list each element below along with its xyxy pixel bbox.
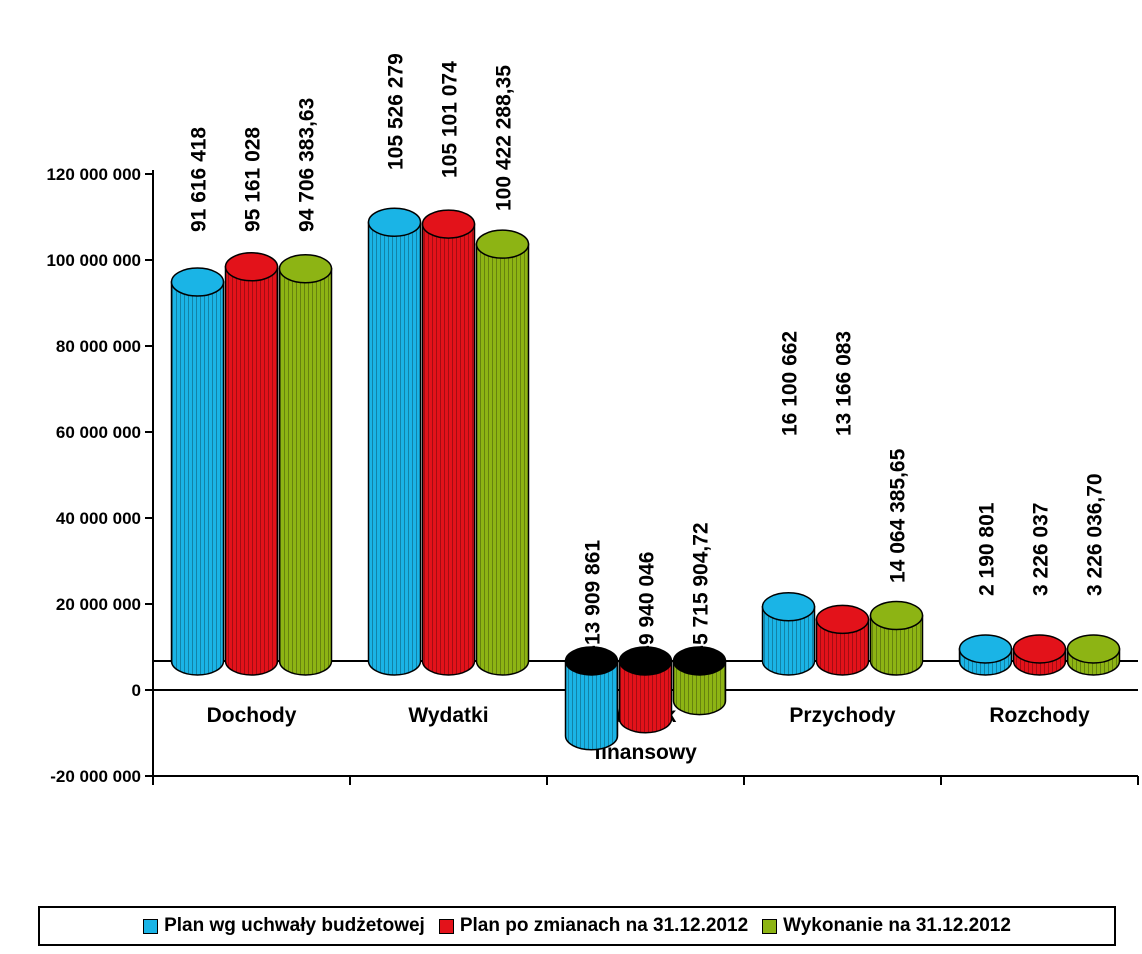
- data-labels: 91 616 418 95 161 028 94 706 383,63 105 526…: [188, 53, 1107, 652]
- bar-top: [618, 646, 673, 676]
- y-tick-label: 120 000 000: [46, 165, 141, 184]
- bar: [815, 604, 870, 676]
- bar-top: [815, 604, 870, 635]
- bar: [761, 592, 816, 676]
- category-label: Dochody: [207, 704, 297, 727]
- legend-item-wykonanie: Wykonanie na 31.12.2012: [762, 915, 1011, 937]
- legend-item-plan-po-zmianach: Plan po zmianach na 31.12.2012: [438, 915, 749, 937]
- data-label: 94 706 383,63: [296, 98, 319, 232]
- bar: [224, 252, 279, 676]
- y-tick-label: 100 000 000: [46, 251, 141, 270]
- bar-top: [475, 229, 530, 259]
- legend-label: Plan wg uchwały budżetowej: [164, 915, 425, 936]
- bar-top: [1012, 634, 1067, 664]
- bar-top: [367, 207, 422, 237]
- y-tick-labels: -20 000 000 0 20 000 000 40 000 000 60 000 0…: [46, 165, 141, 786]
- bar-body: [672, 660, 727, 716]
- legend-label: Plan po zmianach na 31.12.2012: [459, 915, 749, 936]
- legend-swatch: [143, 918, 159, 934]
- data-label: 91 616 418: [188, 127, 211, 232]
- bar: [1066, 634, 1121, 676]
- bar: [672, 646, 727, 716]
- bar: [475, 229, 530, 676]
- bar-body: [224, 266, 279, 676]
- data-label: 3 226 036,70: [1084, 473, 1107, 596]
- category-label: Rozchody: [989, 704, 1090, 727]
- bar: [869, 600, 924, 676]
- category-label: finansowy: [594, 741, 697, 764]
- bar: [618, 646, 673, 734]
- legend-swatch: [438, 918, 454, 934]
- data-label: 105 526 279: [385, 53, 408, 170]
- bar-series: [170, 207, 1121, 751]
- data-label: -13 909 861: [582, 540, 605, 652]
- bar-body: [815, 618, 870, 676]
- data-label: 14 064 385,65: [887, 448, 910, 583]
- bar: [958, 634, 1013, 676]
- bar: [421, 209, 476, 676]
- y-tick-label: 20 000 000: [56, 595, 141, 614]
- data-label: 16 100 662: [779, 331, 802, 436]
- bar-top: [170, 267, 225, 297]
- bar-top: [224, 252, 279, 282]
- legend: Plan wg uchwały budżetowej Plan po zmian…: [38, 906, 1116, 946]
- bar: [564, 646, 619, 751]
- y-tick-label: 60 000 000: [56, 423, 141, 442]
- bar-body: [869, 614, 924, 676]
- data-label: 2 190 801: [976, 502, 999, 596]
- bar: [170, 267, 225, 676]
- bar-top: [672, 646, 727, 676]
- bar-body: [564, 660, 619, 751]
- category-label: Przychody: [789, 704, 896, 727]
- y-tick-label: 40 000 000: [56, 509, 141, 528]
- legend-label: Wykonanie na 31.12.2012: [783, 915, 1011, 936]
- y-tick-label: 80 000 000: [56, 337, 141, 356]
- category-label: Wydatki: [408, 704, 488, 727]
- legend-item-plan-uchwala: Plan wg uchwały budżetowej: [143, 915, 425, 937]
- y-tick-label: -20 000 000: [50, 767, 141, 786]
- bar-top: [958, 634, 1013, 664]
- bar-body: [170, 281, 225, 676]
- bar-body: [761, 606, 816, 676]
- bar-top: [564, 646, 619, 676]
- bar: [367, 207, 422, 676]
- bar-chart: -20 000 000 0 20 000 000 40 000 000 60 000 0…: [46, 53, 1139, 786]
- bar-body: [475, 243, 530, 676]
- bar-top: [278, 254, 333, 284]
- data-label: -5 715 904,72: [690, 522, 713, 652]
- data-label: 13 166 083: [833, 331, 856, 436]
- data-label: 95 161 028: [242, 127, 265, 232]
- bar-top: [421, 209, 476, 239]
- bar: [1012, 634, 1067, 676]
- data-label: -9 940 046: [636, 552, 659, 652]
- bar-body: [618, 660, 673, 734]
- data-label: 100 422 288,35: [493, 65, 516, 211]
- bar-top: [869, 600, 924, 631]
- bar-body: [278, 268, 333, 676]
- bar-top: [761, 592, 816, 622]
- bar-body: [367, 221, 422, 676]
- bar: [278, 254, 333, 676]
- y-tick-label: 0: [132, 681, 141, 700]
- bar-top: [1066, 634, 1121, 664]
- bar-body: [421, 223, 476, 676]
- data-label: 105 101 074: [439, 61, 462, 178]
- data-label: 3 226 037: [1030, 503, 1053, 596]
- legend-swatch: [762, 918, 778, 934]
